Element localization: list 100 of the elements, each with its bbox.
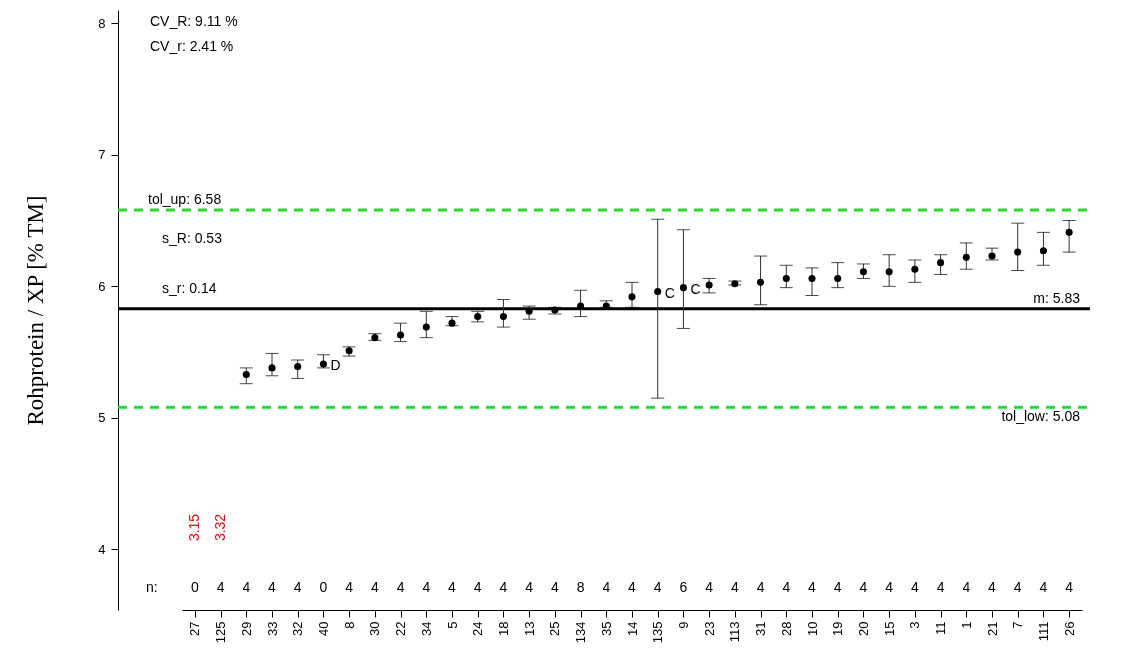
x-tick-label: 9: [675, 621, 691, 629]
x-tick-label: 8: [341, 621, 357, 629]
annotation: D: [330, 356, 341, 373]
annotation: 4: [1065, 579, 1074, 595]
y-axis-title: Rohprotein / XP [% TM]: [23, 195, 49, 426]
x-tick-label: 135: [650, 621, 666, 644]
x-tick-label: 113: [727, 621, 743, 643]
annotation: C: [664, 284, 675, 301]
annotation: 4: [1013, 579, 1022, 595]
point: [654, 288, 662, 296]
point: [1014, 248, 1022, 256]
x-tick-label: 34: [418, 621, 434, 636]
point: [782, 274, 790, 282]
text: 3.15: [185, 513, 202, 542]
annotation: 4: [756, 579, 765, 595]
point: [937, 259, 945, 267]
x-tick-label: 22: [393, 621, 409, 636]
x-tick-label: 19: [830, 621, 846, 636]
y-tick-label: 4: [98, 541, 106, 557]
x-tick-label: 27: [187, 621, 203, 636]
point: [859, 268, 867, 276]
annotation: 8: [576, 579, 585, 595]
annotation: 4: [370, 579, 379, 595]
annotation: 4: [293, 579, 302, 595]
ref-line-label: tol_low: 5.08: [1001, 408, 1081, 425]
annotation: s_r: 0.14: [162, 279, 217, 296]
point: [1065, 228, 1073, 236]
point: [397, 331, 405, 339]
annotation: 4: [936, 579, 945, 595]
x-tick-label: 7: [1010, 621, 1026, 629]
point: [962, 253, 970, 261]
x-tick-label: 11: [933, 621, 949, 635]
x-tick-label: 31: [753, 621, 769, 636]
annotation: 4: [550, 579, 559, 595]
point: [319, 360, 327, 368]
annotation: 4: [628, 579, 637, 595]
point: [294, 363, 302, 371]
annotation: 4: [499, 579, 508, 595]
annotation: CV_R: 9.11 %: [150, 13, 238, 29]
ref-line-label: tol_up: 6.58: [148, 191, 222, 207]
x-tick-label: 33: [264, 621, 280, 636]
point: [911, 265, 919, 273]
annotation: 4: [1039, 579, 1048, 595]
x-tick-label: 14: [624, 621, 640, 636]
x-tick-label: 40: [315, 621, 331, 636]
x-tick-label: 29: [238, 621, 254, 636]
point: [422, 323, 430, 331]
point: [242, 370, 250, 378]
y-tick-label: 7: [98, 147, 106, 163]
x-tick-label: 18: [495, 621, 511, 636]
y-tick-label: 6: [98, 278, 106, 294]
x-tick-label: 125: [213, 621, 229, 644]
annotation: 4: [396, 579, 405, 595]
point: [757, 278, 765, 286]
annotation: s_R: 0.53: [162, 229, 223, 246]
annotation: 4: [885, 579, 894, 595]
annotation: 4: [808, 579, 817, 595]
annotation: 4: [910, 579, 919, 595]
x-tick-label: 23: [701, 621, 717, 636]
point: [834, 274, 842, 282]
annotation: 4: [242, 579, 251, 595]
annotation: C: [690, 280, 701, 297]
annotation: 4: [216, 579, 225, 595]
annotation: 4: [962, 579, 971, 595]
annotation: 4: [782, 579, 791, 595]
x-tick-label: 35: [598, 621, 614, 636]
annotation: 4: [473, 579, 482, 595]
x-tick-label: 15: [881, 621, 897, 636]
point: [679, 284, 687, 292]
point: [628, 293, 636, 301]
x-tick-label: 32: [290, 621, 306, 636]
annotation: 4: [602, 579, 611, 595]
x-tick-label: 30: [367, 621, 383, 636]
x-tick-label: 21: [984, 621, 1000, 636]
x-tick-label: 24: [470, 621, 486, 636]
annotation: 4: [988, 579, 997, 595]
annotation: 4: [705, 579, 714, 595]
y-tick-label: 8: [98, 15, 106, 31]
annotation: 6: [679, 579, 688, 595]
x-tick-label: 111: [1035, 621, 1051, 642]
annotation: 4: [653, 579, 662, 595]
x-tick-label: 26: [1061, 621, 1077, 636]
x-tick-label: 13: [521, 621, 537, 636]
x-tick-label: 134: [573, 621, 589, 644]
x-tick-label: 5: [444, 621, 460, 629]
text: n:: [146, 579, 158, 595]
x-tick-label: 25: [547, 621, 563, 636]
point: [885, 268, 893, 276]
y-tick-label: 5: [98, 410, 106, 426]
point: [808, 274, 816, 282]
annotation: 0: [319, 579, 328, 595]
point: [499, 313, 507, 321]
point: [525, 307, 533, 315]
annotation: 4: [448, 579, 457, 595]
point: [988, 252, 996, 260]
x-tick-label: 28: [778, 621, 794, 636]
annotation: 4: [859, 579, 868, 595]
ref-line-label: m: 5.83: [1033, 289, 1081, 306]
point: [1039, 247, 1047, 255]
x-tick-label: 1: [958, 621, 974, 629]
